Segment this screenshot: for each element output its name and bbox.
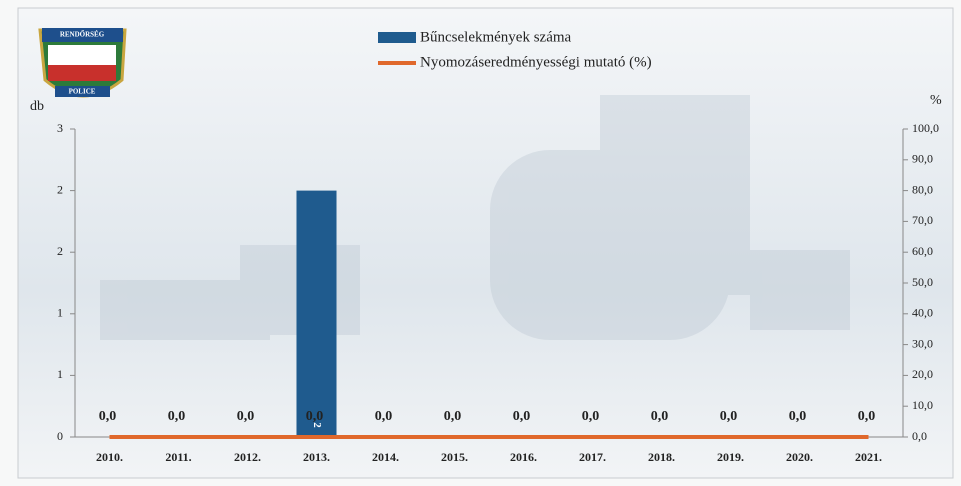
y2-tick-label: 90,0 (912, 152, 933, 166)
y2-tick-label: 80,0 (912, 182, 933, 196)
x-tick-label: 2019. (717, 450, 744, 464)
line-value-label: 0,0 (237, 409, 255, 424)
y2-tick-label: 50,0 (912, 275, 933, 289)
y2-tick-label: 30,0 (912, 336, 933, 350)
line-value-label: 0,0 (168, 409, 186, 424)
logo-text: POLICE (69, 88, 96, 96)
y-tick-label: 1 (57, 367, 63, 381)
line-value-label: 0,0 (375, 409, 393, 424)
y-tick-label: 1 (57, 306, 63, 320)
line-value-label: 0,0 (513, 409, 531, 424)
line-value-label: 0,0 (99, 409, 117, 424)
y2-tick-label: 60,0 (912, 244, 933, 258)
line-value-label: 0,0 (858, 409, 876, 424)
x-tick-label: 2021. (855, 450, 882, 464)
bar-value-label: 2 (311, 422, 323, 428)
x-tick-label: 2013. (303, 450, 330, 464)
line-value-label: 0,0 (582, 409, 600, 424)
x-tick-label: 2010. (96, 450, 123, 464)
y2-tick-label: 40,0 (912, 306, 933, 320)
logo-text: RENDŐRSÉG (60, 31, 105, 39)
x-tick-label: 2012. (234, 450, 261, 464)
x-tick-label: 2017. (579, 450, 606, 464)
legend-swatch (378, 32, 416, 43)
x-tick-label: 2018. (648, 450, 675, 464)
logo: RENDŐRSÉG POLICE (38, 28, 127, 98)
y2-axis-label: % (930, 93, 942, 108)
y2-tick-label: 20,0 (912, 367, 933, 381)
line-value-label: 0,0 (444, 409, 462, 424)
y2-tick-label: 70,0 (912, 213, 933, 227)
y-tick-label: 2 (57, 244, 63, 258)
line-value-label: 0,0 (720, 409, 738, 424)
x-tick-label: 2020. (786, 450, 813, 464)
x-tick-label: 2014. (372, 450, 399, 464)
x-tick-label: 2011. (165, 450, 191, 464)
y2-tick-label: 100,0 (912, 121, 939, 135)
x-tick-label: 2015. (441, 450, 468, 464)
y-axis-label: db (30, 99, 44, 114)
bar (296, 190, 337, 437)
y-tick-label: 0 (57, 429, 63, 443)
y-tick-label: 2 (57, 182, 63, 196)
legend-label: Bűncselekmények száma (420, 29, 572, 45)
line-value-label: 0,0 (306, 409, 324, 424)
line-value-label: 0,0 (789, 409, 807, 424)
line-value-label: 0,0 (651, 409, 669, 424)
legend-label: Nyomozáseredményességi mutató (%) (420, 54, 652, 70)
chart-area (17, 7, 954, 479)
x-tick-label: 2016. (510, 450, 537, 464)
y2-tick-label: 10,0 (912, 398, 933, 412)
y-tick-label: 3 (57, 121, 63, 135)
background-building (100, 95, 850, 340)
y2-tick-label: 0,0 (912, 429, 927, 443)
